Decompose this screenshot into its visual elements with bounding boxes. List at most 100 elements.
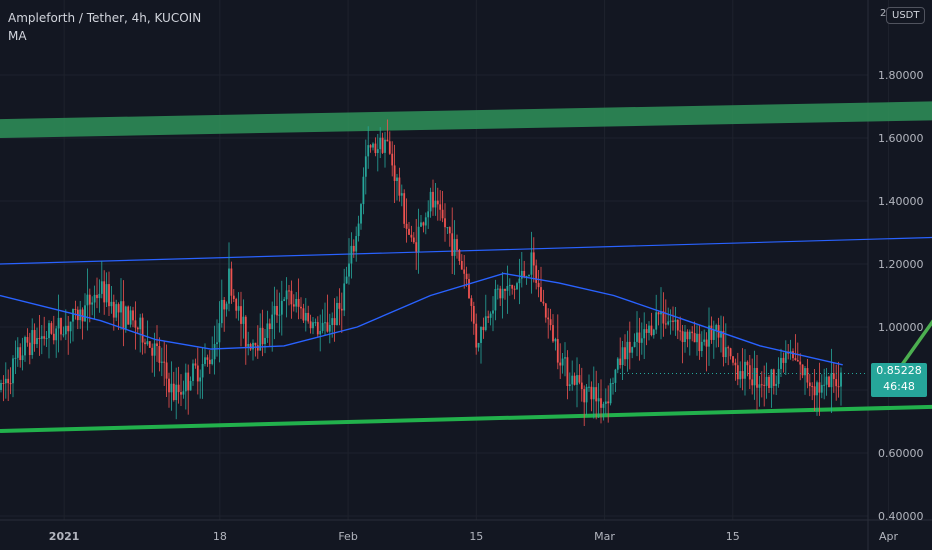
candle-body — [784, 352, 787, 363]
candle-body — [405, 223, 408, 229]
candle-body — [230, 268, 233, 296]
candle-body — [60, 317, 62, 335]
candle-body — [273, 306, 276, 315]
symbol-title[interactable]: Ampleforth / Tether, 4h, KUCOIN — [8, 11, 202, 25]
support-line[interactable] — [0, 399, 932, 433]
candle-body — [616, 358, 619, 370]
x-tick-label: Apr — [879, 530, 899, 543]
y-tick-label: 0.60000 — [878, 447, 924, 460]
candle-body — [830, 373, 833, 388]
candle-body — [307, 312, 310, 322]
candle-body — [520, 270, 523, 279]
candle-body — [552, 325, 554, 342]
candle-body — [696, 333, 698, 343]
candle-body — [40, 336, 43, 339]
candle-body — [153, 343, 156, 356]
candle-body — [345, 276, 348, 284]
candle-body — [271, 314, 274, 329]
candle-body — [424, 217, 427, 226]
candle-body — [489, 313, 492, 318]
candle-body — [432, 191, 434, 208]
candle-body — [33, 330, 36, 345]
candle-body — [763, 384, 766, 386]
candle-body — [278, 314, 281, 316]
candle-body — [288, 290, 290, 292]
candle-body — [470, 298, 473, 306]
candle-body — [4, 378, 7, 384]
candle-body — [321, 322, 324, 331]
candle-body — [314, 322, 317, 324]
candle-body — [276, 306, 278, 316]
candle-body — [328, 325, 331, 332]
target-arrow[interactable] — [886, 242, 932, 386]
candle-body — [158, 346, 161, 363]
candle-body — [429, 191, 432, 212]
candle-body — [206, 357, 209, 360]
mid-channel-line[interactable] — [0, 229, 932, 265]
candle-body — [720, 330, 722, 338]
candle-body — [672, 320, 674, 322]
candle-body — [480, 326, 482, 343]
candle-body — [117, 304, 120, 313]
candle-body — [372, 143, 374, 148]
y-tick-label: 1.20000 — [878, 258, 924, 271]
candle-body — [542, 301, 545, 304]
candle-body — [98, 293, 101, 299]
candle-body — [81, 309, 84, 322]
candle-body — [458, 250, 461, 261]
candle-body — [0, 382, 2, 390]
candle-body — [636, 332, 638, 342]
resistance-band[interactable] — [0, 97, 932, 138]
candle-body — [770, 369, 773, 388]
candle-body — [28, 342, 31, 356]
candle-body — [614, 369, 617, 383]
candle-body — [134, 320, 137, 328]
candle-body — [264, 337, 266, 345]
candle-body — [194, 363, 197, 366]
candle-body — [513, 288, 516, 290]
candle-body — [748, 365, 751, 380]
candle-body — [50, 323, 53, 334]
candle-body — [626, 341, 629, 360]
candle-body — [804, 368, 806, 376]
candle-body — [434, 200, 437, 208]
candle-body — [710, 325, 713, 340]
candle-body — [237, 306, 240, 311]
indicator-label[interactable]: MA — [8, 29, 27, 43]
candle-body — [417, 226, 420, 252]
bar-countdown: 46:48 — [883, 380, 915, 393]
candle-body — [561, 358, 564, 366]
candle-body — [218, 323, 221, 343]
candle-body — [436, 200, 439, 205]
candle-body — [801, 364, 804, 376]
candle-body — [280, 300, 283, 315]
candle-body — [564, 357, 566, 359]
candle-body — [302, 308, 305, 321]
last-price-value: 0.85228 — [876, 364, 922, 377]
candle-body — [820, 384, 823, 393]
currency-badge[interactable]: USDT — [886, 7, 926, 24]
candle-body — [772, 369, 775, 386]
candle-body — [451, 233, 454, 256]
candle-body — [492, 310, 494, 314]
candle-body — [619, 358, 622, 365]
candle-body — [602, 403, 605, 408]
candle-body — [712, 329, 715, 340]
y-tick-label: 0.40000 — [878, 510, 924, 523]
candle-body — [254, 342, 257, 346]
candle-body — [516, 283, 518, 290]
candle-body — [235, 298, 238, 311]
x-tick-label: 15 — [469, 530, 483, 543]
candle-body — [775, 383, 778, 386]
candle-body — [38, 338, 41, 340]
candle-body — [453, 239, 456, 256]
candle-body — [45, 338, 48, 340]
candle-body — [16, 347, 19, 358]
candle-body — [64, 325, 67, 335]
candle-body — [120, 301, 122, 313]
candle-body — [189, 381, 192, 391]
candle-body — [88, 294, 91, 305]
candle-body — [811, 386, 814, 388]
